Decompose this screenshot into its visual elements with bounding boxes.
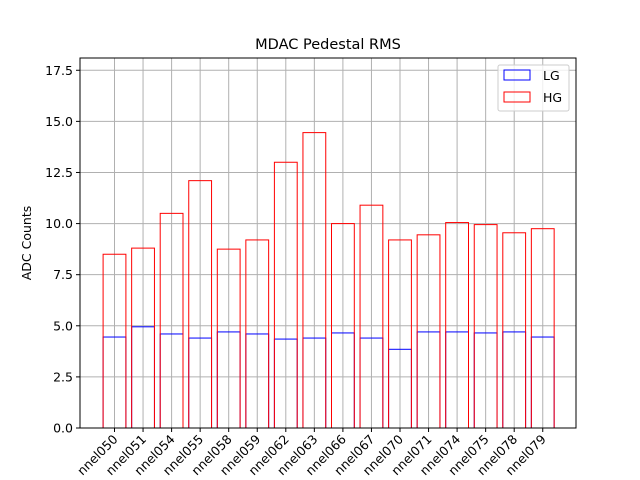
y-tick-label: 10.0 — [45, 216, 73, 231]
chart-title: MDAC Pedestal RMS — [255, 37, 401, 53]
y-axis-label: ADC Counts — [19, 206, 34, 281]
legend-box — [497, 64, 570, 112]
y-tick-label: 0.0 — [53, 421, 73, 436]
y-tick-label: 5.0 — [53, 318, 73, 333]
y-tick-label: 17.5 — [45, 63, 73, 78]
legend-label-hg: HG — [543, 90, 562, 105]
legend: LG HG — [497, 64, 570, 112]
grid — [80, 58, 576, 429]
plot-area — [80, 58, 576, 428]
y-tick-label: 12.5 — [45, 165, 73, 180]
y-axis: 0.0 2.5 5.0 7.5 10.0 12.5 15.0 17.5 — [45, 63, 80, 436]
legend-swatch-hg — [503, 91, 531, 103]
y-tick-label: 7.5 — [53, 267, 73, 282]
legend-swatch-lg — [503, 69, 531, 81]
legend-label-lg: LG — [543, 68, 560, 83]
y-tick-label: 15.0 — [45, 114, 73, 129]
y-tick-label: 2.5 — [53, 369, 73, 384]
plot-frame — [79, 57, 577, 429]
